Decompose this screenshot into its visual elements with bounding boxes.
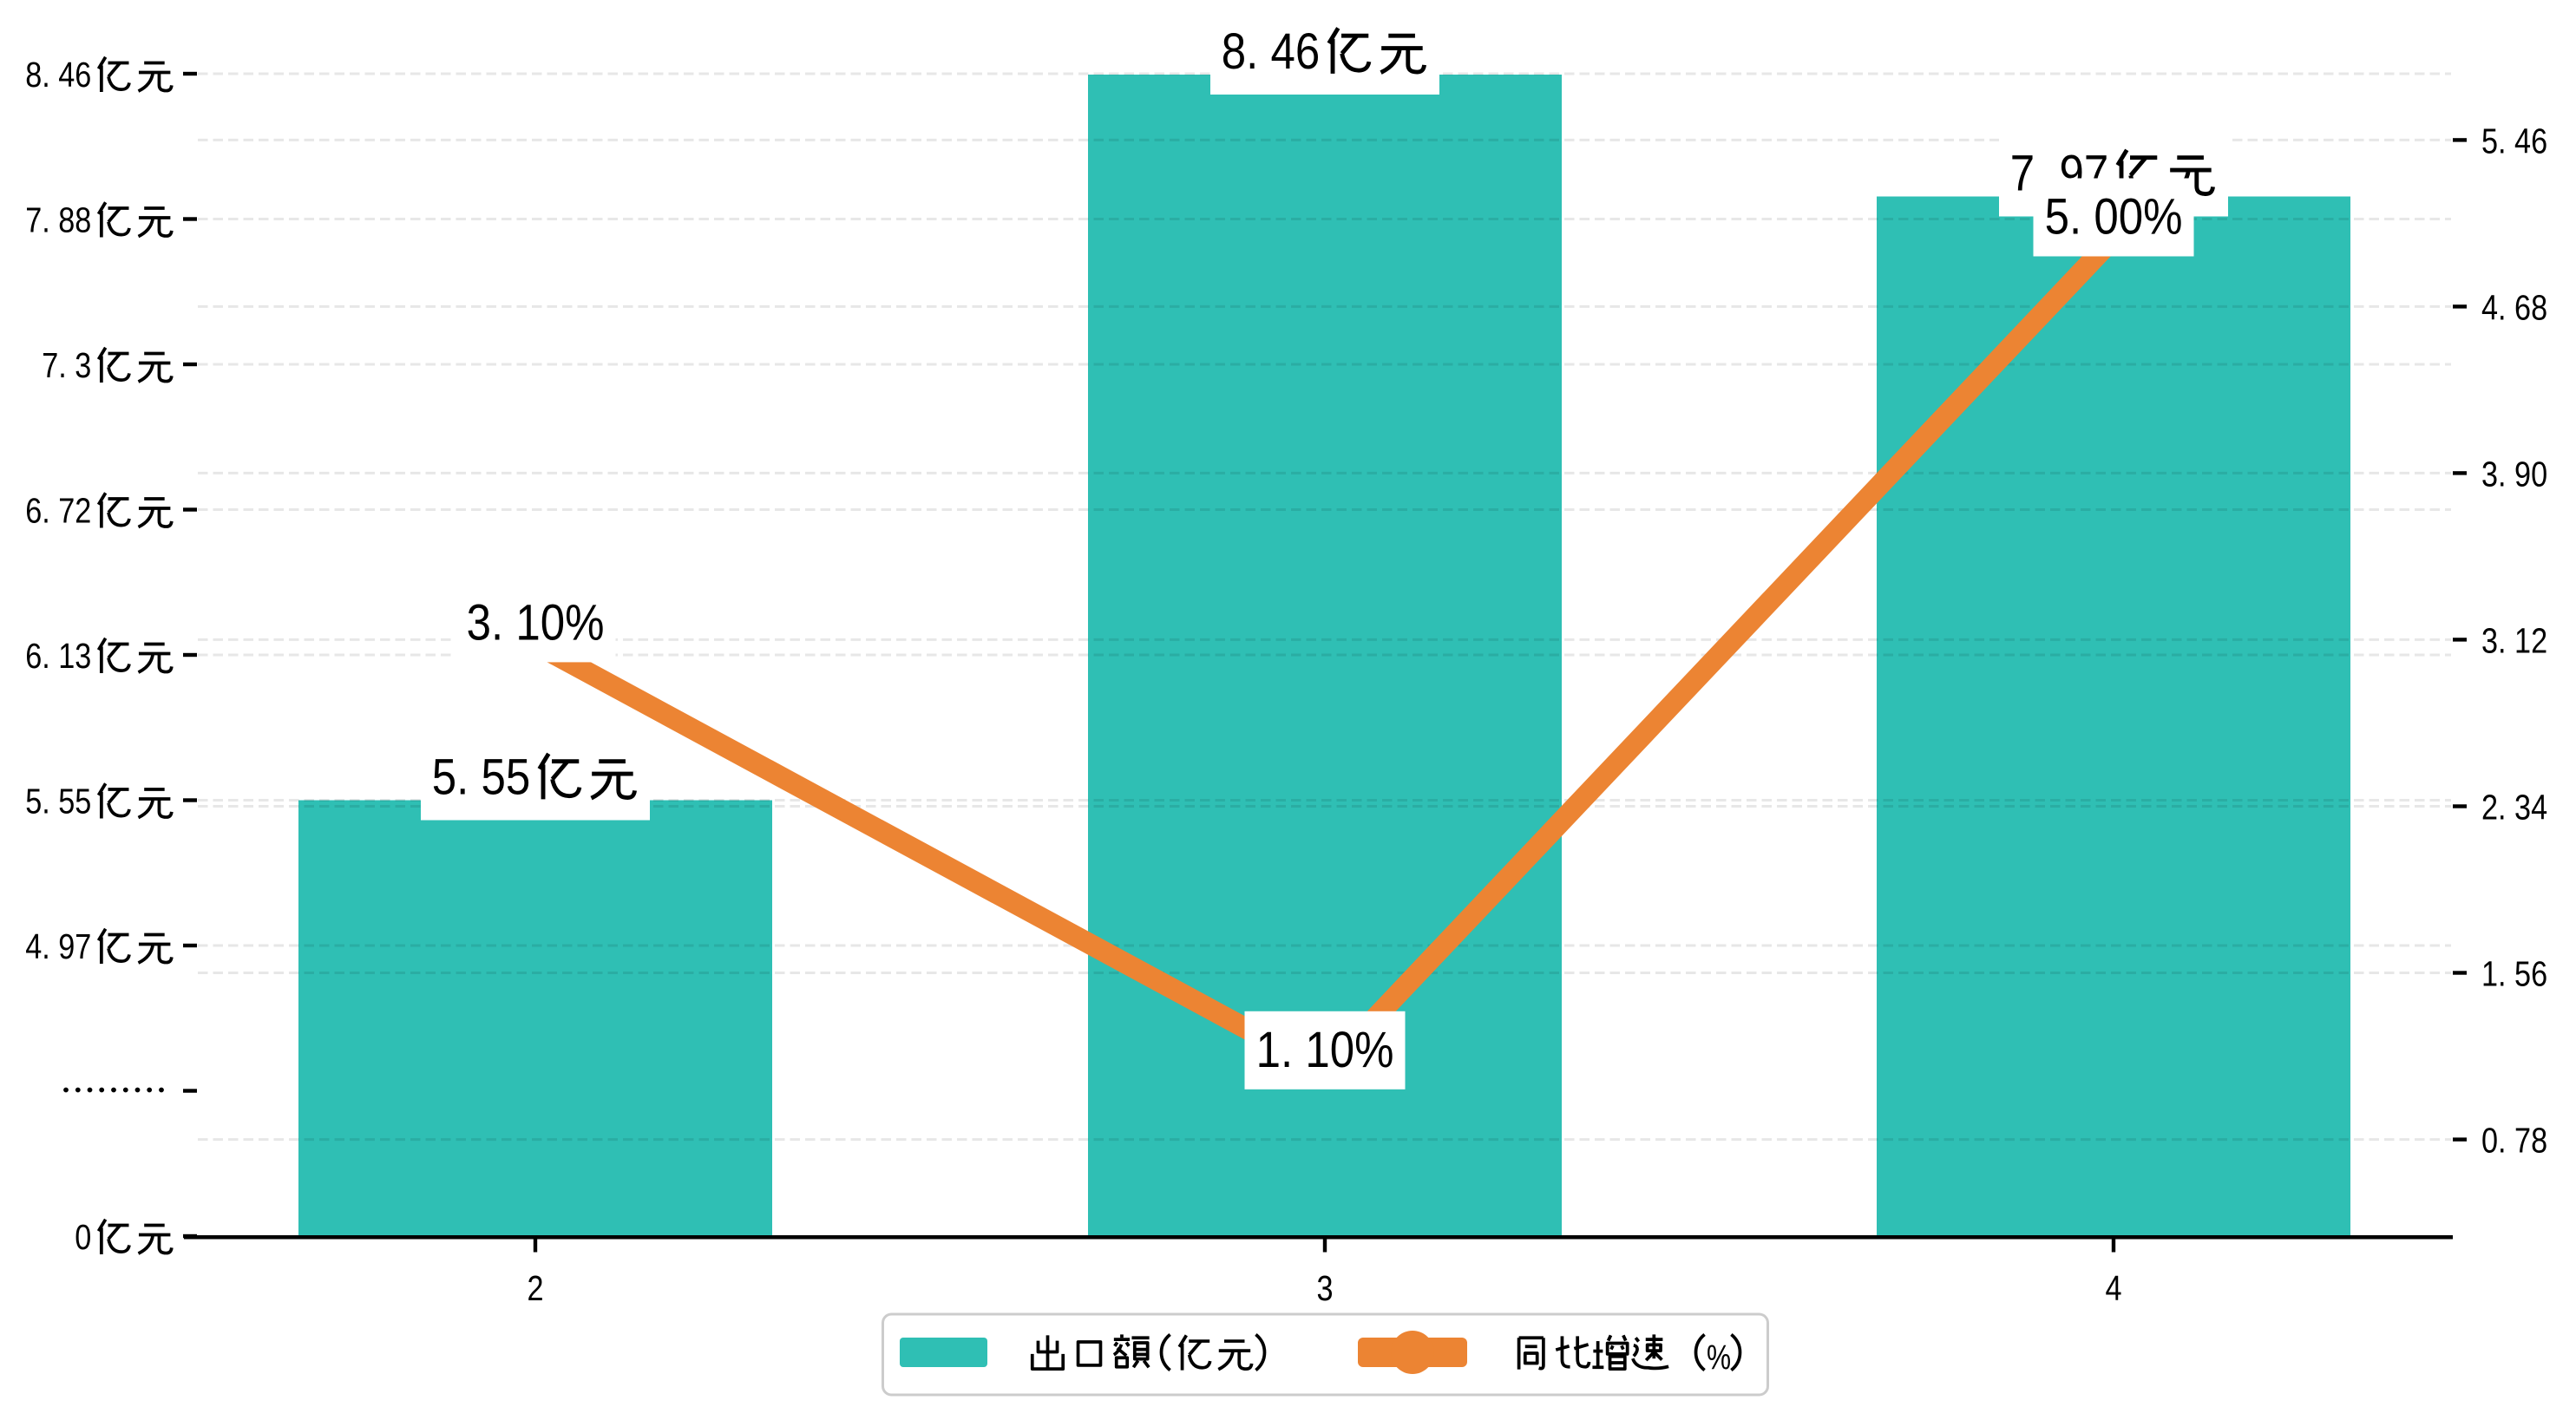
- svg-text:4: 4: [2106, 1269, 2122, 1309]
- svg-text:1. 56: 1. 56: [2481, 955, 2547, 995]
- svg-text:4. 68: 4. 68: [2481, 289, 2547, 329]
- svg-text:5. 55: 5. 55: [25, 782, 91, 822]
- svg-text:2: 2: [528, 1269, 544, 1309]
- svg-text:3. 12: 3. 12: [2481, 622, 2547, 662]
- svg-text:1. 10%: 1. 10%: [1256, 1022, 1394, 1078]
- svg-text:3: 3: [1317, 1269, 1334, 1309]
- svg-text:6. 72: 6. 72: [25, 492, 91, 532]
- svg-text:5. 00%: 5. 00%: [2045, 188, 2183, 245]
- svg-text:0: 0: [75, 1218, 91, 1258]
- svg-text:3. 10%: 3. 10%: [467, 594, 605, 651]
- svg-text:8. 46: 8. 46: [25, 56, 91, 95]
- svg-text:3. 90: 3. 90: [2481, 455, 2547, 495]
- svg-text:4. 97: 4. 97: [25, 927, 91, 967]
- svg-text:0. 78: 0. 78: [2481, 1122, 2547, 1162]
- svg-text:2. 34: 2. 34: [2481, 789, 2547, 828]
- svg-text:8. 46: 8. 46: [1222, 23, 1321, 80]
- svg-text:7. 3: 7. 3: [42, 346, 91, 386]
- svg-text:7. 88: 7. 88: [25, 201, 91, 241]
- svg-text:5. 46: 5. 46: [2481, 122, 2547, 162]
- svg-text:6. 13: 6. 13: [25, 637, 91, 677]
- svg-text:5. 55: 5. 55: [432, 749, 531, 806]
- svg-text:%: %: [1707, 1338, 1731, 1377]
